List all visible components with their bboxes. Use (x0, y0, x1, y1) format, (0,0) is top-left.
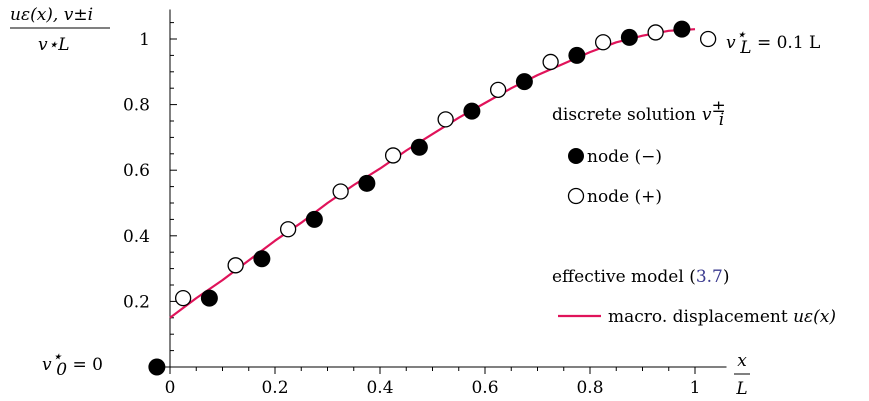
node-plus-point (384, 147, 402, 164)
node-minus-point (463, 102, 481, 120)
ticks: 0 0.2 0.4 0.6 0.8 1 0.2 0.4 0.6 0.8 1 (123, 22, 701, 398)
node-plus-point (489, 81, 507, 98)
y-tick-label: 0.4 (123, 227, 150, 247)
x-axis-label: x L (734, 351, 750, 399)
y-axis-label: uε(x), v±i v⋆L (10, 5, 110, 55)
node-minus-point (305, 210, 323, 228)
x-axis-label-denominator: L (735, 379, 747, 399)
legend-effective-title: effective model (3.7) (552, 267, 730, 287)
node-minus-point (253, 250, 271, 268)
x-tick-label: 1 (690, 378, 701, 398)
points (148, 20, 717, 376)
y-tick-label: 0.6 (123, 161, 150, 181)
y-tick-label: 0.8 (123, 96, 150, 116)
node-plus-point (647, 24, 664, 41)
node-plus-point (437, 111, 454, 128)
x-axis-label-numerator: x (737, 351, 747, 371)
y-axis-label-numerator: uε(x), v±i (10, 5, 93, 25)
y-axis-label-denominator: v⋆L (38, 35, 70, 55)
node-minus-point (148, 358, 166, 376)
node-plus-point (542, 53, 559, 71)
y-tick-label: 1 (139, 30, 150, 50)
node-minus-point (410, 138, 428, 156)
node-plus-point (279, 221, 297, 238)
node-minus-point (568, 46, 586, 64)
node-plus-point (332, 183, 349, 200)
node-minus-point (358, 174, 376, 192)
annotation-v0: v⋆ 0 = 0 (42, 347, 103, 380)
axes (159, 9, 727, 374)
node-minus-point (620, 28, 638, 46)
legend-line-label: macro. displacement uε(x) (608, 307, 836, 327)
x-tick-label: 0.4 (366, 378, 393, 398)
x-tick-label: 0.8 (576, 378, 603, 398)
node-minus-point (200, 289, 218, 307)
legend: discrete solution v± i node (−) node (+) e… (552, 97, 836, 327)
node-plus-point (174, 289, 192, 307)
x-tick-label: 0.6 (471, 378, 498, 398)
node-minus-point (515, 73, 533, 91)
y-tick-label: 0.2 (123, 292, 150, 312)
x-tick-label: 0 (165, 378, 176, 398)
legend-discrete-title: discrete solution v± i (552, 97, 726, 130)
annotation-vL: v⋆ L = 0.1 L (726, 25, 820, 58)
node-minus-point (673, 20, 691, 38)
x-tick-label: 0.2 (261, 378, 288, 398)
legend-node-minus-label: node (−) (587, 147, 662, 167)
legend-node-plus-label: node (+) (587, 187, 662, 207)
node-plus-point (227, 257, 244, 274)
legend-node-minus-marker (568, 148, 584, 164)
node-plus-point (594, 34, 612, 51)
legend-node-plus-marker (567, 187, 585, 205)
node-plus-point (699, 30, 717, 48)
